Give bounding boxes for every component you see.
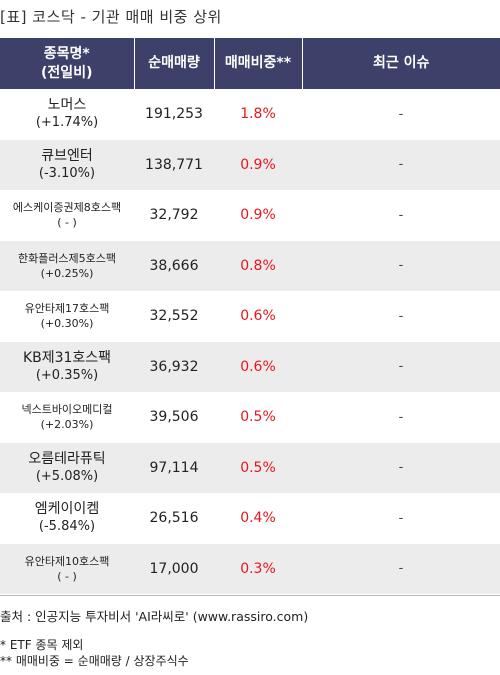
stock-name: 노머스 — [47, 97, 87, 114]
net-volume: 97,114 — [134, 442, 214, 493]
header-volume: 순매매량 — [134, 38, 215, 89]
trade-ratio: 0.3% — [214, 543, 302, 594]
header-name: 종목명* (전일비) — [0, 38, 135, 89]
stock-name-cell: 유안타제10호스팩( - ) — [0, 543, 134, 594]
stock-change: (+0.30%) — [40, 317, 94, 331]
stock-name: KB제31호스팩 — [22, 349, 112, 366]
stock-name-cell: 엠케이이켐 (-5.84%) — [0, 493, 134, 544]
recent-issue: - — [302, 89, 500, 140]
net-volume: 138,771 — [134, 139, 214, 190]
table-title: [표] 코스닥 - 기관 매매 비중 상위 — [0, 8, 222, 26]
table-row: 유안타제10호스팩( - ) 17,000 0.3% - — [0, 543, 500, 594]
stock-name: 오름테라퓨틱 — [28, 450, 106, 467]
trade-ratio: 1.8% — [214, 89, 302, 140]
net-volume: 32,552 — [134, 291, 214, 342]
stock-change: (+0.35%) — [35, 367, 99, 383]
stock-change: (-3.10%) — [38, 165, 96, 181]
stock-change: (+0.25%) — [40, 266, 94, 280]
net-volume: 17,000 — [134, 543, 214, 594]
recent-issue: - — [302, 493, 500, 544]
stock-name-cell: 유안타제17호스팩 (+0.30%) — [0, 291, 134, 342]
table-row: 유안타제17호스팩 (+0.30%) 32,552 0.6% - — [0, 291, 500, 342]
net-volume: 38,666 — [134, 240, 214, 291]
net-volume: 26,516 — [134, 493, 214, 544]
stock-name: 유안타제10호스팩 — [24, 554, 110, 568]
table-row: 오름테라퓨틱 (+5.08%) 97,114 0.5% - — [0, 442, 500, 493]
trade-ratio: 0.9% — [214, 190, 302, 241]
trade-ratio: 0.5% — [214, 392, 302, 443]
institution-trading-table: 종목명* (전일비) 순매매량 매매비중** 최근 이슈 노머스 (+1.74%)… — [0, 38, 500, 594]
table-row: 엠케이이켐 (-5.84%) 26,516 0.4% - — [0, 493, 500, 544]
recent-issue: - — [302, 442, 500, 493]
stock-name: 에스케이증권제8호스팩 — [12, 201, 122, 215]
table-row: 노머스 (+1.74%) 191,253 1.8% - — [0, 89, 500, 140]
header-row: 종목명* (전일비) 순매매량 매매비중** 최근 이슈 — [0, 38, 500, 89]
recent-issue: - — [302, 240, 500, 291]
recent-issue: - — [302, 341, 500, 392]
net-volume: 36,932 — [134, 341, 214, 392]
recent-issue: - — [302, 190, 500, 241]
footnote-ratio: ** 매매비중 = 순매매량 / 상장주식수 — [0, 654, 189, 668]
trade-ratio: 0.5% — [214, 442, 302, 493]
stock-change: ( - ) — [57, 216, 77, 230]
table-row: 넥스트바이오메디컬 (+2.03%) 39,506 0.5% - — [0, 392, 500, 443]
stock-name-cell: 오름테라퓨틱 (+5.08%) — [0, 442, 134, 493]
stock-change: (+5.08%) — [35, 468, 99, 484]
stock-change: (-5.84%) — [38, 519, 96, 535]
trade-ratio: 0.6% — [214, 341, 302, 392]
header-name-line1: 종목명* — [43, 45, 90, 62]
stock-name-cell: 한화플러스제5호스팩 (+0.25%) — [0, 240, 134, 291]
stock-name: 한화플러스제5호스팩 — [17, 251, 117, 265]
stock-change: ( - ) — [57, 569, 77, 583]
stock-name-cell: 큐브엔터 (-3.10%) — [0, 139, 134, 190]
stock-name: 유안타제17호스팩 — [24, 302, 110, 316]
stock-name: 넥스트바이오메디컬 — [21, 403, 113, 417]
stock-name-cell: 에스케이증권제8호스팩( - ) — [0, 190, 134, 241]
header-name-line2: (전일비) — [41, 64, 93, 81]
trade-ratio: 0.4% — [214, 493, 302, 544]
table-row: 에스케이증권제8호스팩( - ) 32,792 0.9% - — [0, 190, 500, 241]
recent-issue: - — [302, 543, 500, 594]
source-note: 출처 : 인공지능 투자비서 'AI라씨로' (www.rassiro.com) — [0, 609, 309, 624]
table-row: KB제31호스팩 (+0.35%) 36,932 0.6% - — [0, 341, 500, 392]
table-bottom-divider — [0, 595, 500, 596]
trade-ratio: 0.6% — [214, 291, 302, 342]
stock-change: (+1.74%) — [35, 115, 99, 131]
net-volume: 191,253 — [134, 89, 214, 140]
net-volume: 32,792 — [134, 190, 214, 241]
stock-name-cell: KB제31호스팩 (+0.35%) — [0, 341, 134, 392]
stock-name-cell: 노머스 (+1.74%) — [0, 89, 134, 140]
header-issue: 최근 이슈 — [302, 38, 500, 89]
recent-issue: - — [302, 392, 500, 443]
stock-name: 큐브엔터 — [41, 147, 93, 164]
stock-change: (+2.03%) — [40, 418, 94, 432]
recent-issue: - — [302, 139, 500, 190]
stock-name-cell: 넥스트바이오메디컬 (+2.03%) — [0, 392, 134, 443]
table-row: 큐브엔터 (-3.10%) 138,771 0.9% - — [0, 139, 500, 190]
footnote-etf: * ETF 종목 제외 — [0, 638, 84, 652]
stock-name: 엠케이이켐 — [34, 501, 100, 518]
recent-issue: - — [302, 291, 500, 342]
trade-ratio: 0.9% — [214, 139, 302, 190]
table-row: 한화플러스제5호스팩 (+0.25%) 38,666 0.8% - — [0, 240, 500, 291]
header-ratio: 매매비중** — [214, 38, 303, 89]
trade-ratio: 0.8% — [214, 240, 302, 291]
net-volume: 39,506 — [134, 392, 214, 443]
